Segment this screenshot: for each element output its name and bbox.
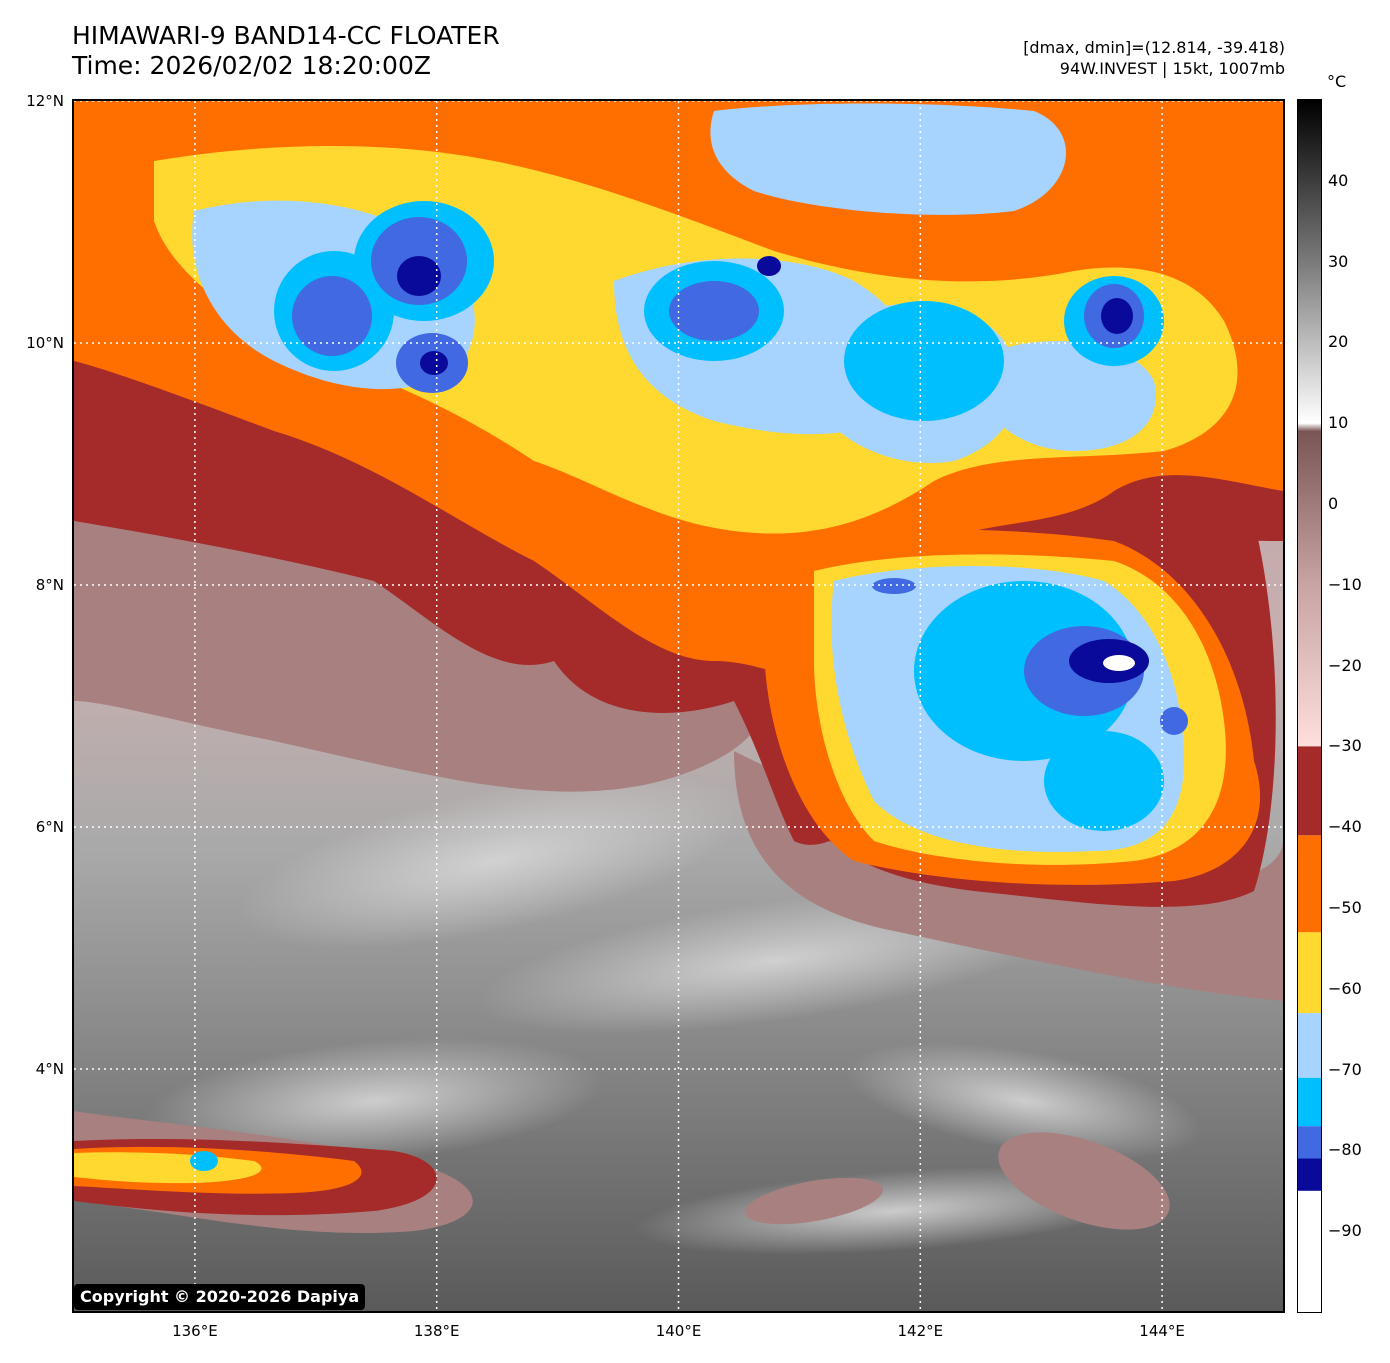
lat-label: 10°N — [26, 334, 64, 352]
colorbar-tick-label: 10 — [1328, 413, 1349, 433]
lon-label: 136°E — [172, 1322, 218, 1340]
colorbar-band — [1298, 1158, 1321, 1191]
colorbar-tick-label: 20 — [1328, 332, 1349, 352]
lon-label: 142°E — [897, 1322, 944, 1340]
colorbar-tick-label: 0 — [1328, 494, 1339, 513]
cloud-navy-core — [420, 351, 448, 375]
cloud-gray-streak — [846, 1042, 1202, 1160]
colorbar-tick-label: −20 — [1328, 655, 1362, 675]
colorbar-gradient — [1298, 100, 1321, 747]
colorbar-band — [1298, 1013, 1321, 1078]
colorbar-tick-label: 40 — [1328, 170, 1349, 190]
map-title: HIMAWARI-9 BAND14-CC FLOATER — [72, 21, 500, 50]
map-time: Time: 2026/02/02 18:20:00Z — [72, 51, 431, 80]
lon-label: 140°E — [655, 1322, 702, 1340]
copyright-badge: Copyright © 2020-2026 Dapiya — [74, 1284, 366, 1310]
colorbar-unit: °C — [1327, 72, 1347, 91]
cloud-mauve-patch — [998, 1132, 1170, 1230]
cloud-mauve-patch — [744, 1177, 884, 1225]
colorbar-band — [1298, 932, 1321, 1014]
lat-label: 6°N — [35, 818, 64, 836]
colorbar-tick-label: −50 — [1328, 898, 1362, 917]
cloud-navy-core — [397, 256, 441, 296]
cloud-gray-streak — [239, 773, 749, 949]
lon-label: 138°E — [413, 1322, 460, 1340]
colorbar-tick-label: −80 — [1328, 1140, 1362, 1160]
value-range: [dmax, dmin]=(12.814, -39.418) — [1023, 38, 1285, 57]
colorbar-band — [1298, 835, 1321, 933]
colorbar-tick-label: −60 — [1328, 978, 1362, 998]
storm-info: 94W.INVEST | 15kt, 1007mb — [1059, 59, 1285, 78]
cloud-royal-cell — [669, 281, 759, 341]
cloud-lightblue-cell — [710, 103, 1067, 215]
lon-label: 144°E — [1139, 1322, 1185, 1340]
colorbar-band — [1298, 1077, 1321, 1127]
satellite-image — [72, 99, 1285, 1313]
cloud-lightblue-cell — [984, 341, 1156, 451]
cloud-field — [74, 101, 1283, 1311]
colorbar-band — [1298, 1126, 1321, 1159]
cloud-navy-core — [1101, 298, 1133, 334]
cloud-navy-core — [757, 256, 781, 276]
cloud-royal-cell — [1160, 707, 1188, 735]
cloud-cyan-cell — [190, 1151, 218, 1171]
colorbar-tick-label: −70 — [1328, 1059, 1362, 1079]
lat-label: 8°N — [35, 576, 64, 594]
colorbar-band — [1298, 1190, 1321, 1312]
colorbar-tick-label: −40 — [1328, 817, 1362, 837]
cloud-overshooting-top — [1103, 655, 1135, 671]
cloud-cyan-cell — [844, 301, 1004, 421]
colorbar-tick-label: −90 — [1328, 1221, 1362, 1241]
colorbar-tick-label: 30 — [1328, 251, 1349, 271]
lat-label: 4°N — [35, 1060, 64, 1078]
cloud-mauve-region — [74, 481, 764, 792]
colorbar-tick-label: −30 — [1328, 736, 1362, 756]
lat-label: 12°N — [26, 92, 64, 110]
cloud-royal-cell — [292, 276, 372, 356]
colorbar — [1297, 99, 1322, 1313]
colorbar-band — [1298, 746, 1321, 836]
colorbar-tick-label: −10 — [1328, 574, 1362, 594]
cloud-royal-cell — [872, 578, 916, 594]
cloud-cyan-cell — [1044, 731, 1164, 831]
